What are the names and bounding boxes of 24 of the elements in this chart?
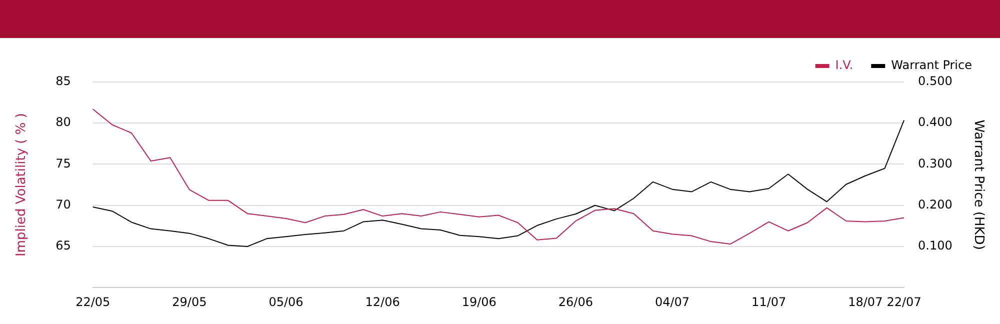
- x-tick-label: 29/05: [172, 294, 207, 309]
- x-tick-label: 04/07: [654, 294, 690, 309]
- y2-tick-label: 0.500: [918, 74, 952, 88]
- y-tick-label: 70: [56, 197, 71, 212]
- x-tick-label: 12/06: [365, 294, 400, 309]
- y2-tick-label: 0.100: [918, 238, 952, 253]
- y2-tick-label: 0.300: [918, 156, 952, 170]
- y-tick-label: 75: [56, 156, 71, 170]
- y-tick-label: 80: [56, 115, 71, 130]
- y-tick-label: 65: [56, 238, 71, 253]
- legend-label: I.V.: [835, 58, 854, 72]
- x-tick-label: 11/07: [752, 294, 786, 309]
- y2-tick-label: 0.200: [918, 197, 952, 212]
- x-tick-label: 19/06: [462, 294, 496, 309]
- legend-label: Warrant Price: [891, 58, 972, 72]
- x-tick-label: 26/06: [558, 294, 594, 309]
- x-tick-label: 22/05: [76, 294, 110, 309]
- y2-axis-title: Warrant Price (HKD): [970, 120, 986, 250]
- y-axis-title: Implied Volatility ( % ): [14, 113, 30, 256]
- x-tick-label: 18/07: [848, 294, 883, 309]
- y-tick-label: 85: [56, 74, 71, 88]
- x-tick-label: 05/06: [268, 294, 304, 309]
- y2-tick-label: 0.400: [918, 115, 952, 130]
- x-tick-label: 22/07: [886, 294, 922, 309]
